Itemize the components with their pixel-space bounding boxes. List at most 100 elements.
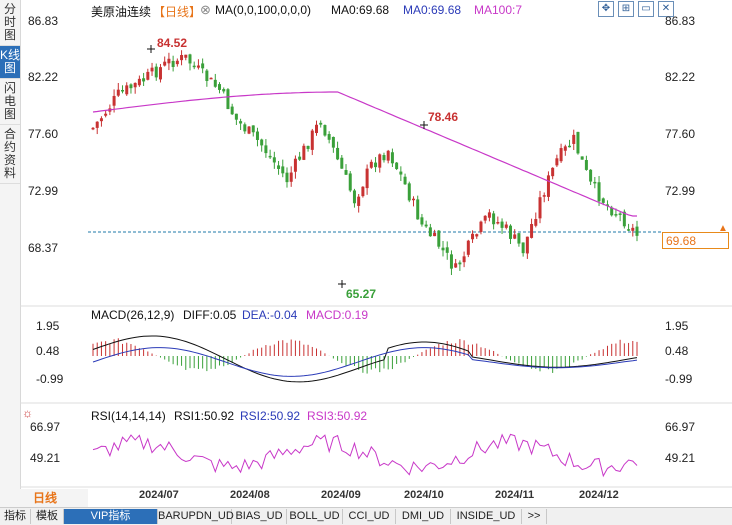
rsi-title: RSI(14,14,14) [91, 409, 166, 423]
high-annotation: 84.52 [157, 36, 188, 50]
candle-body [584, 160, 588, 170]
rsi-label-right: 49.21 [665, 451, 696, 465]
candle-body [369, 161, 373, 168]
candle-body [538, 197, 542, 219]
candle-body [513, 234, 517, 239]
candle-body [357, 196, 361, 206]
rsi2-value: RSI2:50.92 [240, 409, 301, 423]
candle-body [492, 213, 496, 225]
expand-icon[interactable]: ✥ [598, 1, 614, 17]
date-label: 2024/12 [579, 489, 619, 501]
mid-high-annotation: 78.46 [428, 110, 459, 124]
tab-dmi[interactable]: DMI_UD [396, 509, 451, 524]
candle-body [289, 172, 293, 182]
tab-bias[interactable]: BIAS_UD [232, 509, 287, 524]
candle-body [171, 60, 175, 67]
close-icon[interactable]: ✕ [658, 1, 674, 17]
candle-body [555, 158, 559, 166]
candle-body [433, 233, 437, 237]
ma0-value-a: MA0:69.68 [331, 3, 390, 17]
candle-body [471, 233, 475, 240]
rsi-label-right: 66.97 [665, 420, 696, 434]
tab-cci[interactable]: CCI_UD [343, 509, 396, 524]
macd-title: MACD(26,12,9) [91, 308, 175, 322]
macd-dea: DEA:-0.04 [242, 308, 298, 322]
candle-body [348, 173, 352, 191]
candle-body [243, 124, 247, 132]
scroll-up-icon[interactable]: ▲ [718, 223, 728, 234]
candle-body [331, 136, 335, 148]
ma-params: MA(0,0,100,0,0,0) [215, 3, 312, 17]
candle-body [504, 224, 508, 228]
candle-body [226, 89, 230, 110]
date-label: 2024/09 [321, 489, 361, 501]
candle-body [593, 181, 597, 184]
dea-line [92, 347, 638, 377]
tab-flash[interactable]: 闪电图 [0, 79, 20, 125]
price-label-right: 82.22 [665, 70, 696, 84]
candle-body [264, 145, 268, 154]
candle-body [407, 183, 411, 201]
candle-body [298, 156, 302, 160]
left-sidebar: 分时图 K线图 闪电图 合约资料 [0, 0, 21, 490]
candle-body [534, 219, 538, 226]
rsi-sun-icon[interactable]: ☼ [22, 406, 33, 420]
date-label: 2024/11 [495, 489, 535, 501]
tab-intraday[interactable]: 分时图 [0, 0, 20, 46]
candle-body [610, 207, 614, 216]
tab-boll[interactable]: BOLL_UD [287, 509, 343, 524]
candle-body [167, 58, 171, 64]
indicator-tab-bar: 指标 模板 VIP指标 BARUPDN_UD BIAS_UD BOLL_UD C… [0, 507, 732, 525]
candle-body [230, 106, 234, 115]
candle-body [352, 190, 356, 204]
tab-vip-indicator[interactable]: VIP指标 [64, 509, 158, 524]
tab-indicator[interactable]: 指标 [0, 509, 31, 524]
candle-body [319, 122, 323, 125]
price-label: 68.37 [28, 241, 59, 255]
tab-template[interactable]: 模板 [31, 509, 64, 524]
candle-body [137, 78, 141, 86]
candle-body [437, 230, 441, 247]
candle-body [302, 145, 306, 160]
candle-body [479, 221, 483, 233]
candle-body [635, 226, 639, 236]
tab-inside[interactable]: INSIDE_UD [451, 509, 522, 524]
candle-body [255, 131, 259, 140]
candle-body [121, 89, 125, 92]
macd-label-right: -0.99 [665, 372, 693, 386]
candle-body [614, 214, 618, 216]
candle-body [496, 222, 500, 224]
tab-contract-info[interactable]: 合约资料 [0, 125, 20, 184]
more-tabs-button[interactable]: >> [522, 509, 547, 524]
macd-label: -0.99 [36, 372, 64, 386]
macd-label: 1.95 [36, 319, 60, 333]
period-tag: 【日线】 [153, 5, 202, 19]
candle-body [551, 167, 555, 177]
candle-body [441, 247, 445, 251]
candle-body [285, 172, 289, 183]
ma100-line [92, 91, 637, 217]
tab-barupdn[interactable]: BARUPDN_UD [158, 509, 234, 524]
window-icon[interactable]: ▭ [638, 1, 654, 17]
candle-body [508, 225, 512, 239]
settings-icon[interactable]: ⊗ [200, 2, 211, 17]
candle-body [597, 182, 601, 202]
candle-body [390, 152, 394, 164]
candle-body [209, 77, 213, 80]
candle-body [487, 212, 491, 218]
candle-body [188, 54, 192, 64]
period-selector[interactable]: 日线 [0, 489, 88, 507]
candle-body [112, 95, 116, 106]
candle-body [395, 162, 399, 170]
candle-body [546, 175, 550, 197]
price-label: 86.83 [28, 14, 59, 28]
candle-body [589, 169, 593, 182]
rsi-line [92, 433, 638, 478]
date-label: 2024/08 [230, 489, 270, 501]
candle-body [154, 66, 158, 78]
candle-body [449, 254, 453, 269]
grid-icon[interactable]: ⊞ [618, 1, 634, 17]
tab-kline[interactable]: K线图 [0, 46, 20, 79]
candle-body [340, 157, 344, 169]
